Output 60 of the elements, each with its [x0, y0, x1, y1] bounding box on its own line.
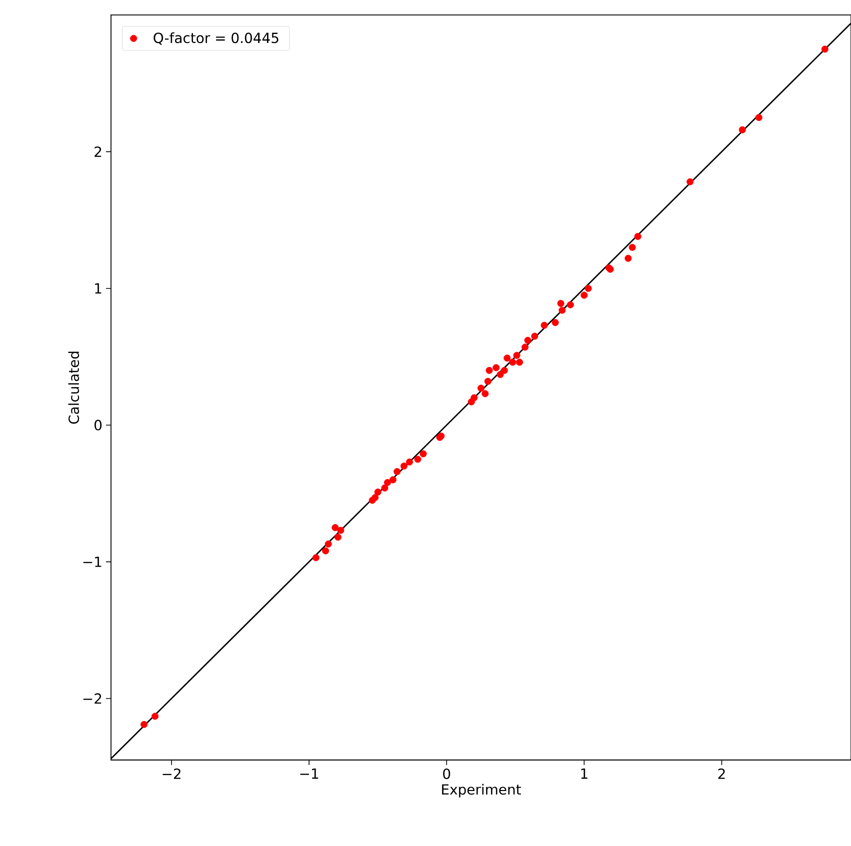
- y-tick-label: 1: [95, 283, 102, 294]
- point: [821, 46, 828, 53]
- point: [500, 366, 508, 374]
- point: [374, 488, 382, 496]
- point: [686, 178, 694, 186]
- point: [522, 344, 529, 351]
- y-tick-label: 2: [94, 146, 102, 157]
- point: [531, 332, 538, 340]
- point: [389, 476, 396, 484]
- point: [634, 232, 642, 240]
- point: [140, 720, 148, 728]
- x-tick-label: 2: [718, 768, 725, 779]
- y-tick-label: −2: [83, 693, 102, 704]
- point: [557, 300, 564, 307]
- point: [755, 114, 762, 122]
- point: [468, 398, 475, 406]
- point: [580, 292, 588, 299]
- point: [484, 378, 492, 385]
- point: [496, 371, 504, 378]
- point: [486, 366, 493, 374]
- point: [478, 384, 485, 392]
- point: [384, 479, 391, 486]
- point: [406, 458, 413, 466]
- point: [368, 496, 376, 504]
- y-axis-title: Calculated: [68, 352, 80, 424]
- point: [566, 301, 574, 308]
- point: [584, 284, 592, 292]
- point: [738, 126, 746, 134]
- point: [504, 354, 511, 362]
- point: [334, 534, 342, 541]
- point: [524, 336, 532, 344]
- x-tick-label: −1: [300, 768, 318, 779]
- point: [552, 319, 559, 326]
- legend-label: Q-factor = 0.0445: [154, 32, 278, 45]
- point: [509, 358, 516, 366]
- point: [516, 358, 524, 366]
- x-tick-label: −2: [162, 768, 180, 779]
- point: [628, 244, 636, 251]
- point: [482, 390, 489, 398]
- x-tick-label: 0: [443, 768, 450, 780]
- point: [152, 712, 159, 720]
- point: [492, 364, 500, 372]
- point: [394, 468, 401, 476]
- point: [381, 484, 388, 492]
- point: [624, 254, 632, 262]
- point: [540, 322, 548, 329]
- point: [322, 547, 330, 554]
- point: [414, 456, 422, 463]
- point: [324, 540, 332, 548]
- x-axis-title: Experiment: [442, 784, 521, 798]
- point: [312, 554, 320, 562]
- point: [558, 306, 566, 314]
- point: [400, 462, 408, 470]
- x-tick-label: 1: [581, 768, 588, 779]
- y-tick-label: −1: [83, 556, 102, 567]
- point: [337, 526, 344, 534]
- point: [420, 450, 427, 458]
- point: [332, 524, 339, 532]
- y-tick-label: 0: [94, 420, 102, 430]
- point: [513, 352, 520, 359]
